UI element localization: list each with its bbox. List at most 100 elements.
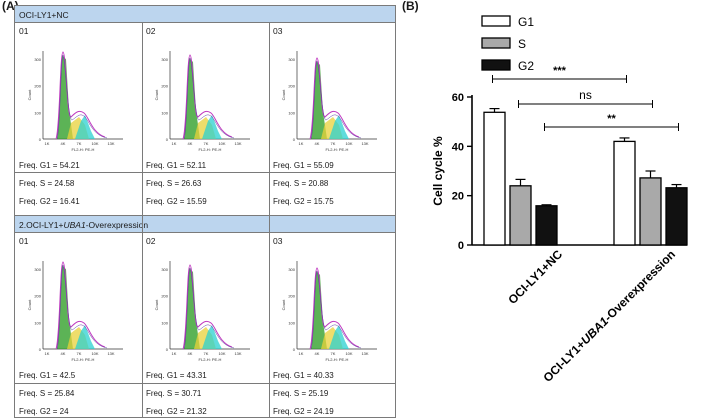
hist-x-tick: 7K — [331, 351, 336, 356]
bar-s — [509, 185, 532, 246]
hist-x-label: FL2-H: PE-H — [72, 147, 95, 152]
hist-x-tick: 7K — [77, 141, 82, 146]
significance-label: ns — [579, 88, 592, 102]
hist-y-tick: 300 — [161, 267, 168, 272]
hist-y-tick: 0 — [39, 137, 42, 142]
histogram-cell: 03 0 100 200 300 1K 4K 7K 10K 13K Count FL2-H: PE-H… — [269, 23, 395, 206]
category-prefix: OCI-LY1+ — [540, 337, 588, 385]
hist-y-tick: 100 — [288, 110, 295, 115]
histogram-cell: 03 0 100 200 300 1K 4K 7K 10K 13K Count FL2-H: PE-H… — [269, 233, 395, 416]
freq-g2: Freq. G2 = 15.59 — [146, 197, 207, 206]
hist-y-tick: 200 — [161, 294, 168, 299]
flow-cytometry-panel: OCI-LY1+NC 2.OCI-LY1+UBA1-Overexpression… — [14, 5, 396, 418]
legend-label-s: S — [518, 37, 526, 51]
hist-y-label: Count — [27, 89, 32, 101]
y-tick-label: 60 — [452, 92, 464, 104]
hist-y-tick: 0 — [293, 347, 296, 352]
sample-id: 03 — [273, 26, 283, 36]
dna-histogram: 0 100 200 300 1K 4K 7K 10K 13K Count FL2-H: PE-H — [154, 261, 250, 362]
hist-y-tick: 200 — [288, 294, 295, 299]
bar-g1 — [613, 140, 636, 246]
g2-peak — [202, 325, 222, 349]
freq-g2: Freq. G2 = 21.32 — [146, 407, 207, 416]
hist-y-tick: 100 — [161, 320, 168, 325]
hist-y-tick: 100 — [161, 110, 168, 115]
hist-y-label: Count — [154, 89, 159, 101]
legend-label-g1: G1 — [518, 15, 534, 29]
g2-peak — [75, 325, 95, 349]
hist-x-tick: 4K — [315, 351, 320, 356]
hist-y-tick: 300 — [161, 57, 168, 62]
bar-g2 — [535, 205, 558, 246]
freq-g1: Freq. G1 = 54.21 — [19, 161, 80, 170]
hist-x-tick: 1K — [299, 351, 304, 356]
hist-x-tick: 7K — [331, 141, 336, 146]
bar-s — [639, 177, 662, 246]
hist-y-tick: 200 — [34, 84, 41, 89]
freq-g1: Freq. G1 = 40.33 — [273, 371, 334, 380]
freq-g2: Freq. G2 = 24.19 — [273, 407, 334, 416]
hist-x-tick: 1K — [45, 351, 50, 356]
hist-y-label: Count — [281, 299, 286, 311]
histogram-cell: 02 0 100 200 300 1K 4K 7K 10K 13K Count FL2-H: PE-H… — [142, 233, 268, 416]
hist-y-label: Count — [154, 299, 159, 311]
group2-header: 2.OCI-LY1+UBA1-Overexpression — [15, 215, 395, 233]
hist-y-tick: 300 — [34, 57, 41, 62]
y-tick-label: 20 — [452, 191, 464, 203]
y-axis-label: Cell cycle % — [431, 136, 445, 206]
hist-x-tick: 4K — [315, 141, 320, 146]
hist-x-tick: 4K — [61, 351, 66, 356]
hist-y-tick: 200 — [34, 294, 41, 299]
hist-x-tick: 10K — [345, 141, 352, 146]
row-divider — [15, 172, 395, 173]
hist-x-label: FL2-H: PE-H — [326, 357, 349, 362]
hist-x-tick: 10K — [345, 351, 352, 356]
significance-label: ** — [607, 113, 616, 125]
freq-s: Freq. S = 20.88 — [273, 179, 329, 188]
group2-header-suffix: -Overexpression — [85, 220, 149, 230]
hist-x-tick: 7K — [204, 141, 209, 146]
hist-y-tick: 0 — [39, 347, 42, 352]
legend-label-g2: G2 — [518, 59, 534, 73]
hist-x-tick: 7K — [204, 351, 209, 356]
hist-y-tick: 200 — [161, 84, 168, 89]
cell-cycle-bar-chart: 0 20 40 60 Cell cycle % *** ns ** G1 S G2 OCI-LY1+N… — [431, 15, 688, 385]
hist-x-tick: 1K — [172, 351, 177, 356]
hist-x-label: FL2-H: PE-H — [72, 357, 95, 362]
dna-histogram: 0 100 200 300 1K 4K 7K 10K 13K Count FL2-H: PE-H — [27, 51, 123, 152]
hist-x-tick: 13K — [234, 351, 241, 356]
group1-header: OCI-LY1+NC — [15, 5, 395, 23]
hist-y-tick: 300 — [288, 267, 295, 272]
g2-peak — [202, 115, 222, 139]
bar-g1 — [483, 111, 506, 246]
histogram-cell: 01 0 100 200 300 1K 4K 7K 10K 13K Count FL2-H: PE-H… — [15, 23, 141, 206]
sample-id: 02 — [146, 236, 156, 246]
hist-x-tick: 10K — [218, 351, 225, 356]
sample-id: 03 — [273, 236, 283, 246]
hist-x-tick: 10K — [91, 351, 98, 356]
histogram-cell: 02 0 100 200 300 1K 4K 7K 10K 13K Count FL2-H: PE-H… — [142, 23, 268, 206]
hist-x-tick: 10K — [218, 141, 225, 146]
x-category-label: OCI-LY1+UBA1-Overexpression — [540, 247, 678, 385]
hist-y-tick: 300 — [34, 267, 41, 272]
hist-x-label: FL2-H: PE-H — [326, 147, 349, 152]
hist-x-tick: 7K — [77, 351, 82, 356]
group2-header-gene: UBA1 — [63, 220, 86, 230]
hist-y-label: Count — [281, 89, 286, 101]
hist-y-label: Count — [27, 299, 32, 311]
hist-x-tick: 13K — [107, 141, 114, 146]
hist-x-tick: 4K — [188, 141, 193, 146]
freq-s: Freq. S = 25.84 — [19, 389, 75, 398]
row-divider — [15, 383, 395, 384]
sample-id: 01 — [19, 26, 29, 36]
hist-x-tick: 13K — [107, 351, 114, 356]
category-suffix: -Overexpression — [601, 247, 678, 324]
freq-s: Freq. S = 30.71 — [146, 389, 202, 398]
hist-x-tick: 13K — [361, 351, 368, 356]
histogram-cell: 01 0 100 200 300 1K 4K 7K 10K 13K Count FL2-H: PE-H… — [15, 233, 141, 416]
y-tick-label: 40 — [452, 141, 464, 153]
dna-histogram: 0 100 200 300 1K 4K 7K 10K 13K Count FL2-H: PE-H — [281, 261, 377, 362]
g2-peak — [75, 115, 95, 139]
freq-g1: Freq. G1 = 43.31 — [146, 371, 207, 380]
hist-x-tick: 13K — [361, 141, 368, 146]
